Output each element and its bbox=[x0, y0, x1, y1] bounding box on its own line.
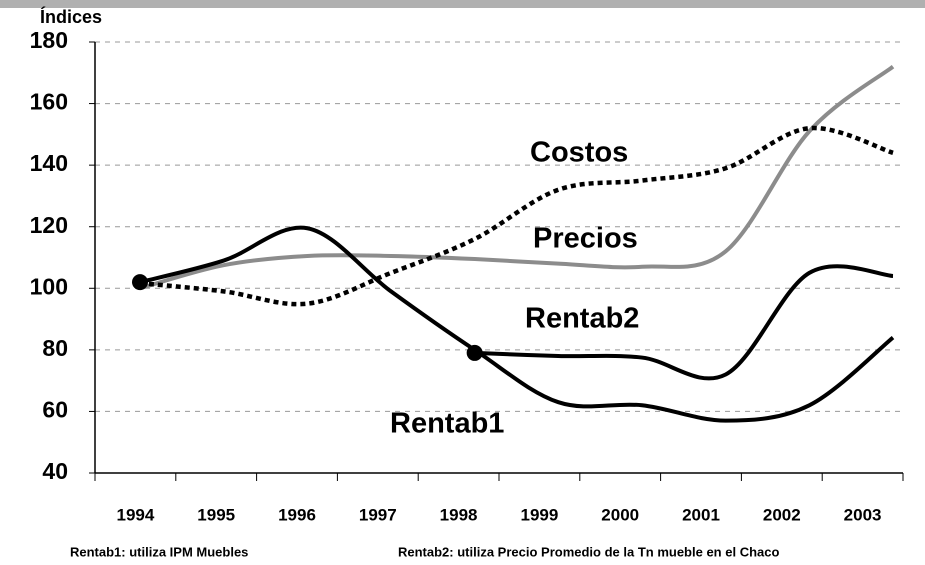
series-line bbox=[474, 264, 894, 381]
start-marker bbox=[132, 274, 148, 291]
y-tick-label: 160 bbox=[30, 89, 68, 115]
x-tick-label: 2003 bbox=[844, 505, 882, 524]
series-line bbox=[139, 125, 894, 307]
y-tick-label: 140 bbox=[30, 150, 68, 176]
x-tick-label: 2000 bbox=[601, 505, 639, 524]
series-label: Rentab1 bbox=[390, 408, 504, 440]
start-marker bbox=[466, 344, 483, 361]
note: Rentab1: utiliza IPM Muebles bbox=[70, 544, 248, 559]
x-tick-label: 1998 bbox=[440, 505, 478, 524]
note: Rentab2: utiliza Precio Promedio de la T… bbox=[398, 544, 779, 559]
top-bar bbox=[0, 0, 925, 8]
y-tick-label: 100 bbox=[30, 273, 68, 299]
x-tick-label: 2001 bbox=[682, 505, 720, 524]
y-tick-label: 60 bbox=[42, 397, 68, 423]
series-label: Costos bbox=[530, 137, 628, 169]
series-label: Rentab2 bbox=[525, 303, 639, 335]
x-tick-label: 1994 bbox=[116, 505, 154, 524]
x-tick-label: 1997 bbox=[359, 505, 397, 524]
y-tick-label: 40 bbox=[42, 458, 68, 484]
series-line bbox=[139, 65, 895, 291]
y-tick-label: 180 bbox=[30, 27, 68, 53]
x-tick-label: 2002 bbox=[763, 505, 801, 524]
y-axis-label: Índices bbox=[40, 6, 102, 27]
y-tick-label: 120 bbox=[30, 212, 68, 238]
y-tick-label: 80 bbox=[42, 335, 68, 361]
x-tick-label: 1996 bbox=[278, 505, 316, 524]
x-tick-label: 1995 bbox=[197, 505, 235, 524]
series-line bbox=[139, 225, 895, 423]
series-label: Precios bbox=[533, 223, 638, 255]
x-tick-label: 1999 bbox=[520, 505, 558, 524]
